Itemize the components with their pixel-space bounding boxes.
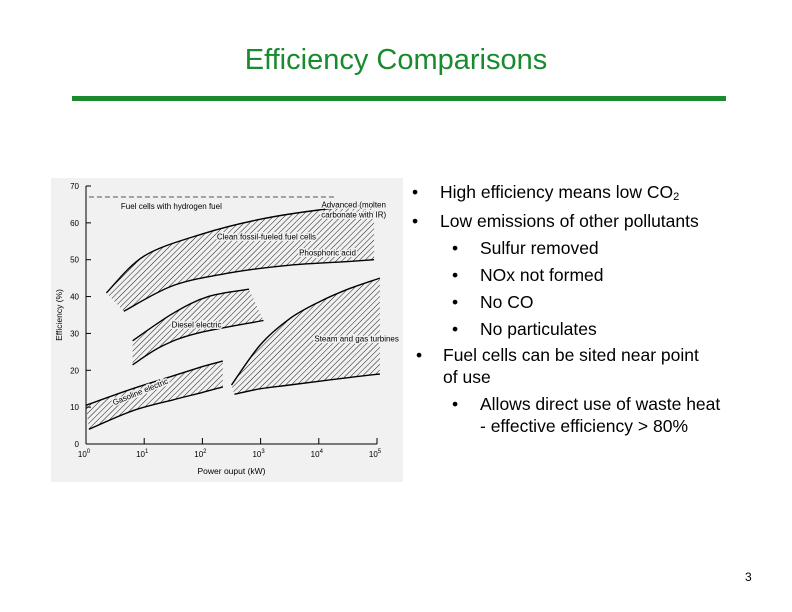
chart-svg: 0 10 20 30 40 50 60 70 100 101 102 103 104 105 Power o… [54, 182, 401, 476]
bullet-text-line2: - effective efficiency > 80% [480, 416, 689, 436]
subscript: 2 [673, 191, 680, 203]
bullet-text: Sulfur removed [480, 238, 599, 258]
bullet-text-line2: of use [443, 367, 491, 387]
band-steam-and-gas-turbines [231, 278, 380, 395]
x-tick-label: 105 [369, 449, 382, 459]
annotation-label: Steam and gas turbines [314, 335, 399, 344]
band-upper-steam-and-gas-turbines [230, 277, 381, 386]
band-lower-diesel-electric [132, 319, 264, 366]
axes-group: 0 10 20 30 40 50 60 70 100 101 102 103 104 105 Power o… [54, 182, 382, 476]
bullet-text: Fuel cells can be sited near point [443, 345, 699, 365]
x-tick-label: 103 [252, 449, 265, 459]
annotation-label: Clean fossil-fueled fuel cells [217, 233, 316, 242]
bullet-text: NOx not formed [480, 265, 604, 285]
title-underline [72, 96, 726, 101]
x-tick-label: 104 [311, 449, 324, 459]
y-tick-label: 30 [70, 329, 79, 338]
y-tick-label: 40 [70, 293, 79, 302]
band-lower-steam-and-gas-turbines [234, 373, 380, 395]
band-upper-clean-fossil-fueled-fuel-cells [105, 203, 375, 294]
band-lower-clean-fossil-fueled-fuel-cells [123, 259, 375, 312]
annotation-label: Advanced (molten [321, 200, 385, 209]
band-diesel-electric [132, 289, 264, 365]
y-tick-label: 0 [75, 440, 80, 449]
y-tick-label: 10 [70, 403, 79, 412]
x-tick-label: 101 [136, 449, 149, 459]
annotation-label: Phosphoric acid [299, 248, 356, 257]
x-tick-label: 100 [78, 449, 91, 459]
annotation-label: Diesel electric [172, 321, 222, 330]
annotation-label: carbonate with IR) [321, 211, 386, 220]
bullet-text: No particulates [480, 319, 597, 339]
bullet-text: Allows direct use of waste heat [480, 394, 721, 414]
y-tick-label: 60 [70, 219, 79, 228]
bullet-text: Low emissions of other pollutants [440, 211, 699, 231]
band-lower-gasoline-electric [88, 386, 223, 430]
labels-group: Fuel cells with hydrogen fuel Clean fossi… [110, 199, 401, 409]
band-upper-gasoline-electric [85, 360, 223, 406]
bands-group [85, 203, 381, 430]
efficiency-chart: 0 10 20 30 40 50 60 70 100 101 102 103 104 105 Power o… [51, 178, 403, 482]
y-tick-label: 50 [70, 256, 79, 265]
y-tick-label: 70 [70, 182, 79, 191]
band-upper-diesel-electric [132, 288, 250, 342]
band-gasoline-electric [86, 361, 223, 430]
y-tick-label: 20 [70, 366, 79, 375]
page-number: 3 [745, 570, 752, 584]
slide-title: Efficiency Comparisons [244, 44, 548, 76]
bullet-text: High efficiency means low CO [440, 182, 674, 202]
annotation-label: Fuel cells with hydrogen fuel [121, 202, 222, 211]
x-axis-label: Power ouput (kW) [197, 466, 265, 476]
x-tick-label: 102 [194, 449, 207, 459]
y-axis-label: Efficiency (%) [54, 289, 64, 341]
band-clean-fossil-fueled-fuel-cells [106, 204, 375, 312]
bullet-text: No CO [480, 292, 534, 312]
